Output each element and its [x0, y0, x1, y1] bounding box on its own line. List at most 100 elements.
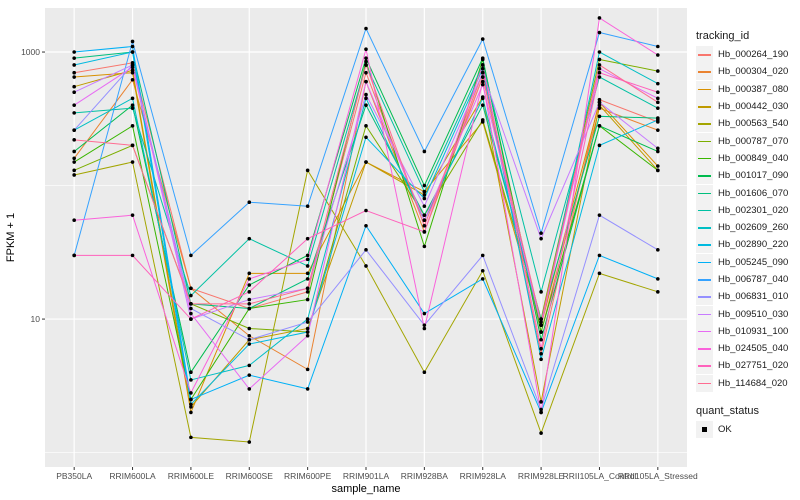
line-key-icon	[696, 115, 713, 133]
data-point	[422, 323, 427, 327]
line-key-icon	[696, 80, 713, 98]
data-point	[364, 63, 368, 67]
data-point	[189, 253, 193, 258]
legend-item: Hb_000264_190	[696, 46, 788, 64]
legend-label: Hb_000849_040	[718, 152, 789, 164]
legend-item: Hb_002609_260	[696, 219, 788, 237]
data-point	[539, 351, 543, 356]
data-point	[480, 268, 485, 273]
line-key-icon	[696, 219, 713, 237]
data-point	[656, 69, 660, 73]
data-point	[305, 290, 310, 294]
data-point	[72, 63, 76, 67]
data-point	[305, 387, 310, 391]
line-key-icon	[696, 253, 713, 271]
line-key-icon	[696, 322, 713, 340]
legend-item: Hb_000442_030	[696, 98, 788, 116]
x-tick-label: RRIM600LE	[168, 471, 215, 481]
data-point	[539, 236, 543, 241]
legend-label: Hb_000787_070	[718, 135, 789, 147]
legend-label: Hb_002890_220	[718, 239, 789, 251]
data-point	[364, 160, 368, 164]
data-point	[130, 77, 135, 82]
data-point	[247, 306, 252, 311]
shape-legend-item: OK	[696, 421, 759, 439]
data-point	[305, 264, 310, 268]
data-point	[247, 373, 252, 377]
line-key-icon	[696, 288, 713, 306]
x-tick-label: RRIM600PE	[284, 471, 332, 481]
line-key-icon	[696, 149, 713, 167]
data-point	[597, 50, 602, 54]
line-key-icon	[696, 98, 713, 116]
line-key-icon	[696, 236, 713, 254]
data-point	[480, 63, 485, 67]
data-point	[480, 118, 485, 122]
x-axis-title: sample_name	[331, 483, 400, 495]
data-point	[364, 264, 368, 268]
legend-label: Hb_000304_020	[718, 66, 789, 78]
data-point	[480, 70, 485, 75]
shape-legend-title: quant_status	[696, 405, 759, 417]
data-point	[72, 218, 76, 223]
legend-label: Hb_006831_010	[718, 291, 789, 303]
legend-item: Hb_000849_040	[696, 149, 789, 167]
data-point	[72, 103, 76, 107]
data-point	[422, 149, 427, 154]
data-point	[480, 96, 485, 101]
data-point	[189, 311, 193, 316]
data-point	[656, 290, 660, 294]
data-point	[422, 326, 427, 331]
legend-item: Hb_000563_540	[696, 115, 788, 133]
data-point	[189, 317, 193, 321]
data-point	[189, 293, 193, 298]
data-point	[364, 103, 368, 107]
legend-item: Hb_001606_070	[696, 184, 788, 202]
data-point	[422, 204, 427, 209]
data-point	[597, 100, 602, 105]
data-point	[247, 302, 252, 306]
data-point	[656, 53, 660, 57]
data-point	[656, 106, 660, 110]
data-point	[422, 183, 427, 188]
line-key-icon	[696, 305, 713, 323]
data-point	[130, 68, 135, 73]
data-point	[422, 218, 427, 223]
data-point	[597, 271, 602, 276]
data-point	[539, 346, 543, 351]
data-point	[364, 92, 368, 97]
data-point	[422, 196, 427, 201]
data-point	[189, 405, 193, 409]
data-point	[72, 160, 76, 164]
data-point	[189, 435, 193, 440]
data-point	[72, 84, 76, 89]
legend-item: Hb_024505_040	[696, 340, 788, 358]
data-point	[480, 79, 485, 84]
data-point	[597, 114, 602, 119]
line-key-icon	[696, 201, 713, 219]
y-tick-label: 10	[31, 314, 41, 324]
data-point	[656, 100, 660, 105]
data-point	[656, 146, 660, 151]
data-point	[539, 337, 543, 342]
x-tick-label: RRIM928LA	[460, 471, 507, 481]
x-tick-label: RRIM928BA	[401, 471, 449, 481]
data-point	[247, 200, 252, 205]
data-point	[247, 337, 252, 342]
data-point	[597, 75, 602, 79]
legend-label: Hb_000387_080	[718, 83, 789, 95]
data-point	[656, 96, 660, 101]
data-point	[189, 306, 193, 311]
data-point	[656, 118, 660, 122]
data-point	[130, 65, 135, 69]
data-point	[422, 189, 427, 194]
data-point	[247, 283, 252, 287]
data-point	[305, 326, 310, 331]
data-point	[539, 330, 543, 334]
data-point	[72, 90, 76, 95]
legend-item: Hb_000387_080	[696, 80, 789, 98]
data-point	[72, 149, 76, 154]
data-point	[364, 135, 368, 140]
data-point	[247, 342, 252, 346]
